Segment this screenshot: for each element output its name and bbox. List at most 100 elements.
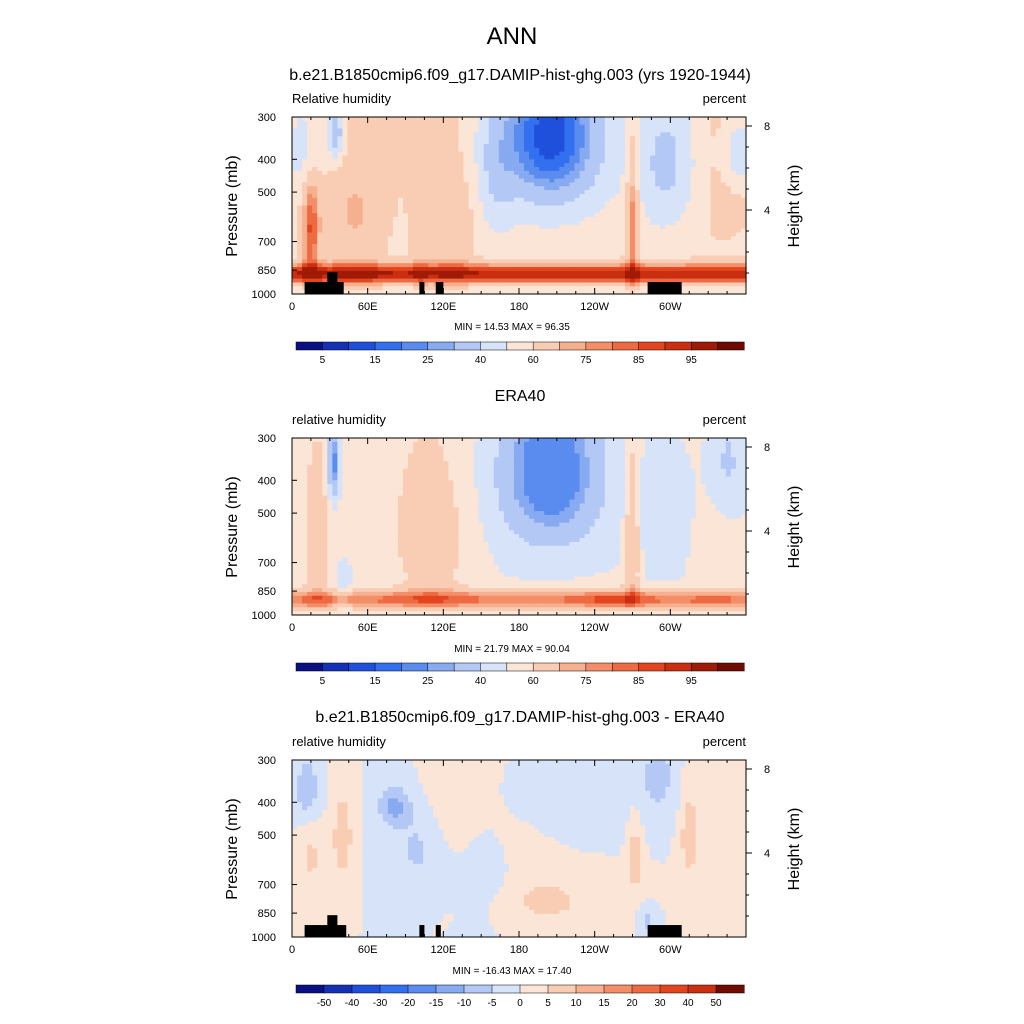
contour-cell bbox=[377, 278, 384, 284]
contour-cell bbox=[740, 220, 747, 226]
contour-cell bbox=[675, 251, 682, 257]
contour-cell bbox=[730, 220, 737, 226]
contour-cell bbox=[695, 163, 702, 168]
contour-cell bbox=[574, 267, 581, 272]
contour-cell bbox=[493, 243, 500, 249]
contour-cell bbox=[680, 274, 687, 280]
contour-cell bbox=[614, 464, 621, 470]
contour-cell bbox=[640, 274, 646, 280]
contour-cell bbox=[685, 441, 692, 447]
contour-cell bbox=[513, 128, 520, 133]
contour-cell bbox=[297, 224, 303, 230]
contour-cell bbox=[312, 267, 318, 272]
contour-cell bbox=[720, 193, 727, 199]
contour-cell bbox=[423, 232, 429, 237]
contour-cell bbox=[322, 163, 328, 168]
contour-cell bbox=[327, 228, 333, 234]
contour-cell bbox=[675, 151, 682, 157]
contour-cell bbox=[730, 163, 737, 168]
contour-cell bbox=[468, 124, 475, 130]
contour-cell bbox=[660, 232, 666, 237]
contour-cell bbox=[675, 124, 682, 130]
contour-cell bbox=[357, 220, 364, 226]
contour-cell bbox=[700, 438, 707, 443]
contour-cell bbox=[428, 282, 434, 287]
contour-cell bbox=[559, 209, 565, 214]
contour-cell bbox=[554, 220, 560, 226]
contour-cell bbox=[503, 201, 510, 207]
contour-cell bbox=[478, 457, 485, 462]
contour-cell bbox=[443, 267, 449, 272]
contour-cell bbox=[619, 286, 626, 291]
contour-cell bbox=[337, 267, 344, 272]
contour-cell bbox=[529, 190, 535, 195]
contour-cell bbox=[519, 136, 525, 141]
contour-cell bbox=[690, 120, 697, 126]
contour-cell bbox=[715, 178, 722, 184]
contour-cell bbox=[448, 213, 455, 218]
contour-cell bbox=[529, 224, 535, 230]
contour-cell bbox=[629, 213, 636, 218]
contour-cell bbox=[503, 236, 510, 241]
contour-cell bbox=[478, 274, 485, 280]
contour-cell bbox=[377, 132, 384, 137]
contour-cell bbox=[347, 117, 354, 122]
contour-cell bbox=[302, 155, 308, 160]
contour-cell bbox=[629, 132, 636, 137]
contour-cell bbox=[408, 167, 414, 172]
contour-cell bbox=[559, 251, 565, 257]
contour-cell bbox=[352, 124, 359, 130]
contour-cell bbox=[418, 205, 424, 210]
contour-cell bbox=[387, 167, 394, 172]
contour-cell bbox=[292, 151, 298, 157]
contour-cell bbox=[317, 193, 323, 199]
contour-cell bbox=[619, 457, 626, 462]
contour-cell bbox=[332, 449, 338, 454]
contour-cell bbox=[730, 124, 737, 130]
contour-cell bbox=[569, 132, 576, 137]
contour-cell bbox=[579, 193, 586, 199]
contour-cell bbox=[362, 217, 369, 222]
contour-cell bbox=[498, 178, 505, 184]
contour-cell bbox=[690, 453, 697, 458]
contour-cell bbox=[740, 201, 747, 207]
contour-cell bbox=[347, 228, 354, 234]
contour-cell bbox=[559, 445, 565, 451]
contour-cell bbox=[423, 247, 429, 253]
contour-cell bbox=[402, 209, 409, 214]
contour-cell bbox=[418, 220, 424, 226]
contour-cell bbox=[397, 151, 404, 157]
contour-cell bbox=[670, 274, 676, 280]
contour-cell bbox=[327, 193, 333, 199]
contour-cell bbox=[347, 147, 354, 153]
contour-cell bbox=[539, 453, 545, 458]
contour-cell bbox=[529, 255, 535, 260]
contour-cell bbox=[488, 178, 495, 184]
contour-cell bbox=[640, 255, 646, 260]
contour-cell bbox=[337, 445, 344, 451]
contour-cell bbox=[725, 290, 732, 295]
contour-cell bbox=[640, 163, 646, 168]
contour-cell bbox=[685, 178, 692, 184]
contour-cell bbox=[685, 190, 692, 195]
contour-cell bbox=[604, 217, 611, 222]
contour-cell bbox=[327, 132, 333, 137]
contour-cell bbox=[725, 151, 732, 157]
contour-cell bbox=[307, 278, 313, 284]
contour-cell bbox=[382, 290, 389, 295]
contour-cell bbox=[519, 201, 525, 207]
contour-cell bbox=[312, 163, 318, 168]
contour-cell bbox=[554, 136, 560, 141]
contour-cell bbox=[503, 151, 510, 157]
contour-cell bbox=[327, 259, 333, 264]
contour-cell bbox=[584, 278, 591, 284]
contour-cell bbox=[624, 209, 631, 214]
contour-cell bbox=[544, 240, 550, 245]
contour-cell bbox=[534, 124, 540, 130]
contour-cell bbox=[418, 274, 424, 280]
contour-cell bbox=[503, 197, 510, 203]
contour-cell bbox=[635, 197, 641, 203]
contour-cell bbox=[680, 445, 687, 451]
contour-cell bbox=[624, 259, 631, 264]
contour-cell bbox=[342, 217, 349, 222]
